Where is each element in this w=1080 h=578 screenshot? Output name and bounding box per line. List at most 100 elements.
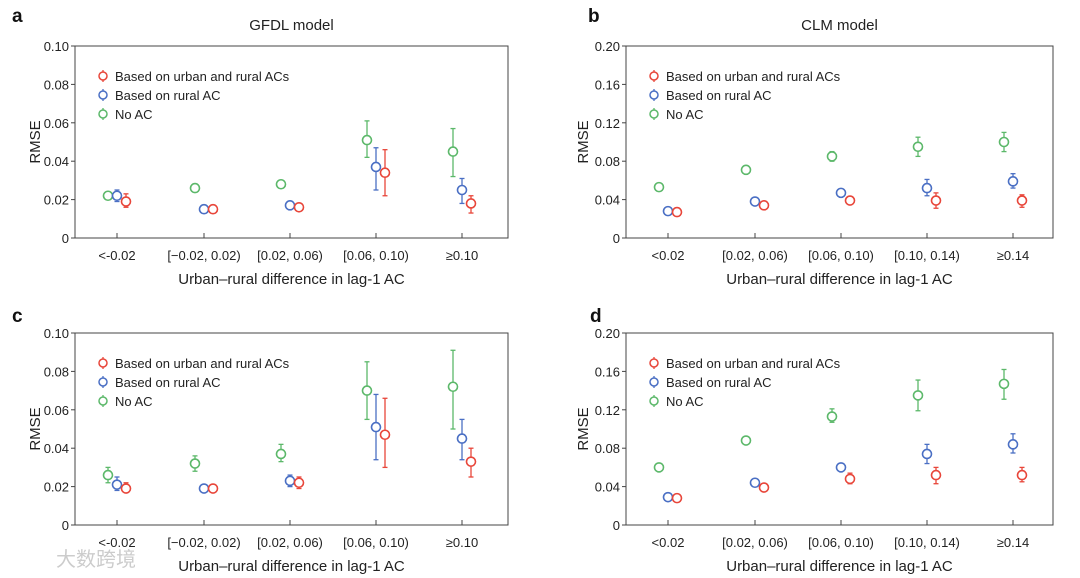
data-point-rural: [370, 421, 382, 433]
data-point-rural: [111, 479, 123, 490]
data-point-no_ac: [912, 390, 924, 401]
data-point-no_ac: [447, 146, 459, 157]
data-point-rural: [284, 475, 296, 487]
data-point-urban_rural: [844, 473, 856, 485]
x-tick-label: <0.02: [652, 248, 685, 263]
legend-marker-no_ac: [98, 396, 108, 406]
y-tick-label: 0.20: [595, 39, 620, 54]
data-point-no_ac: [826, 411, 838, 422]
data-point-no_ac: [653, 462, 665, 473]
legend-label: Based on rural AC: [666, 375, 772, 390]
data-point-urban_rural: [207, 483, 219, 494]
data-point-rural: [835, 187, 847, 199]
legend-label: Based on rural AC: [666, 88, 772, 103]
data-point-urban_rural: [120, 483, 132, 494]
data-point-no_ac: [826, 151, 838, 162]
data-point-urban_rural: [465, 198, 477, 209]
y-tick-label: 0.02: [44, 193, 69, 208]
legend-label: Based on urban and rural ACs: [115, 69, 290, 84]
legend-marker-urban_rural: [649, 71, 659, 81]
y-tick-label: 0.04: [44, 441, 69, 456]
legend-marker-no_ac: [649, 109, 659, 119]
legend-label: Based on urban and rural ACs: [666, 69, 841, 84]
legend-label: Based on rural AC: [115, 88, 221, 103]
x-axis-label: Urban–rural difference in lag-1 AC: [178, 558, 405, 575]
x-tick-label: ≥0.10: [446, 248, 478, 263]
data-point-no_ac: [102, 469, 114, 481]
x-tick-label: [0.06, 0.10): [343, 248, 409, 263]
legend-marker-rural: [98, 90, 108, 100]
x-tick-label: ≥0.14: [997, 535, 1029, 550]
data-point-no_ac: [653, 181, 665, 193]
legend-label: No AC: [666, 394, 704, 409]
legend-label: Based on urban and rural ACs: [666, 356, 841, 371]
y-axis-label: RMSE: [575, 407, 592, 450]
legend-label: Based on rural AC: [115, 375, 221, 390]
y-tick-label: 0.12: [595, 403, 620, 418]
y-tick-label: 0.20: [595, 326, 620, 341]
data-point-rural: [749, 477, 761, 489]
panel-letter: d: [590, 306, 602, 327]
legend-label: No AC: [115, 107, 153, 122]
x-tick-label: [0.10, 0.14): [894, 535, 960, 550]
x-tick-label: [−0.02, 0.02): [167, 535, 240, 550]
plot-frame: [625, 332, 1054, 526]
y-tick-label: 0.08: [44, 77, 69, 92]
x-tick-label: [0.10, 0.14): [894, 248, 960, 263]
data-point-rural: [1007, 176, 1019, 187]
y-tick-label: 0.04: [595, 480, 620, 495]
data-point-urban_rural: [293, 477, 305, 489]
y-tick-label: 0.04: [595, 193, 620, 208]
x-tick-label: ≥0.10: [446, 535, 478, 550]
data-point-urban_rural: [465, 456, 477, 467]
data-point-rural: [284, 200, 296, 211]
y-tick-label: 0.06: [44, 403, 69, 418]
data-point-no_ac: [361, 385, 373, 396]
x-tick-label: [0.02, 0.06): [722, 248, 788, 263]
plot-frame: [625, 45, 1054, 239]
data-point-rural: [198, 483, 210, 494]
legend-marker-urban_rural: [98, 71, 108, 81]
data-point-no_ac: [740, 164, 752, 176]
data-point-urban_rural: [379, 167, 391, 179]
panel-d: d 0 0.04 0.08 0.12 0.16 0.20 <0.02 [0.02, 0.06) […: [575, 306, 1054, 575]
data-point-rural: [370, 161, 382, 173]
data-point-rural: [749, 196, 761, 207]
y-tick-label: 0.08: [595, 154, 620, 169]
x-tick-label: [0.06, 0.10): [343, 535, 409, 550]
data-point-no_ac: [189, 458, 201, 469]
y-tick-label: 0: [62, 231, 69, 246]
data-point-urban_rural: [1016, 195, 1028, 206]
x-tick-label: <-0.02: [98, 248, 135, 263]
data-point-urban_rural: [758, 200, 770, 211]
legend-marker-no_ac: [649, 396, 659, 406]
legend-marker-no_ac: [98, 109, 108, 119]
data-point-no_ac: [998, 378, 1010, 390]
plot-frame: [74, 45, 509, 239]
plot-frame: [74, 332, 509, 526]
y-tick-label: 0: [613, 518, 620, 533]
x-axis-label: Urban–rural difference in lag-1 AC: [178, 271, 405, 288]
data-point-no_ac: [189, 182, 201, 194]
data-point-urban_rural: [1016, 469, 1028, 481]
y-tick-label: 0.08: [595, 441, 620, 456]
legend-marker-urban_rural: [98, 358, 108, 368]
data-point-urban_rural: [379, 429, 391, 441]
legend-marker-urban_rural: [649, 358, 659, 368]
y-axis-label: RMSE: [27, 407, 44, 450]
x-tick-label: <-0.02: [98, 535, 135, 550]
x-tick-label: [0.02, 0.06): [257, 535, 323, 550]
x-tick-label: [0.06, 0.10): [808, 248, 874, 263]
data-point-rural: [456, 433, 468, 444]
y-axis-label: RMSE: [575, 120, 592, 163]
data-point-urban_rural: [120, 196, 132, 207]
legend-label: No AC: [666, 107, 704, 122]
data-point-urban_rural: [844, 195, 856, 206]
legend-marker-rural: [649, 377, 659, 387]
x-tick-label: [−0.02, 0.02): [167, 248, 240, 263]
y-tick-label: 0: [613, 231, 620, 246]
x-tick-label: <0.02: [652, 535, 685, 550]
x-axis-label: Urban–rural difference in lag-1 AC: [726, 271, 953, 288]
data-point-urban_rural: [671, 206, 683, 218]
